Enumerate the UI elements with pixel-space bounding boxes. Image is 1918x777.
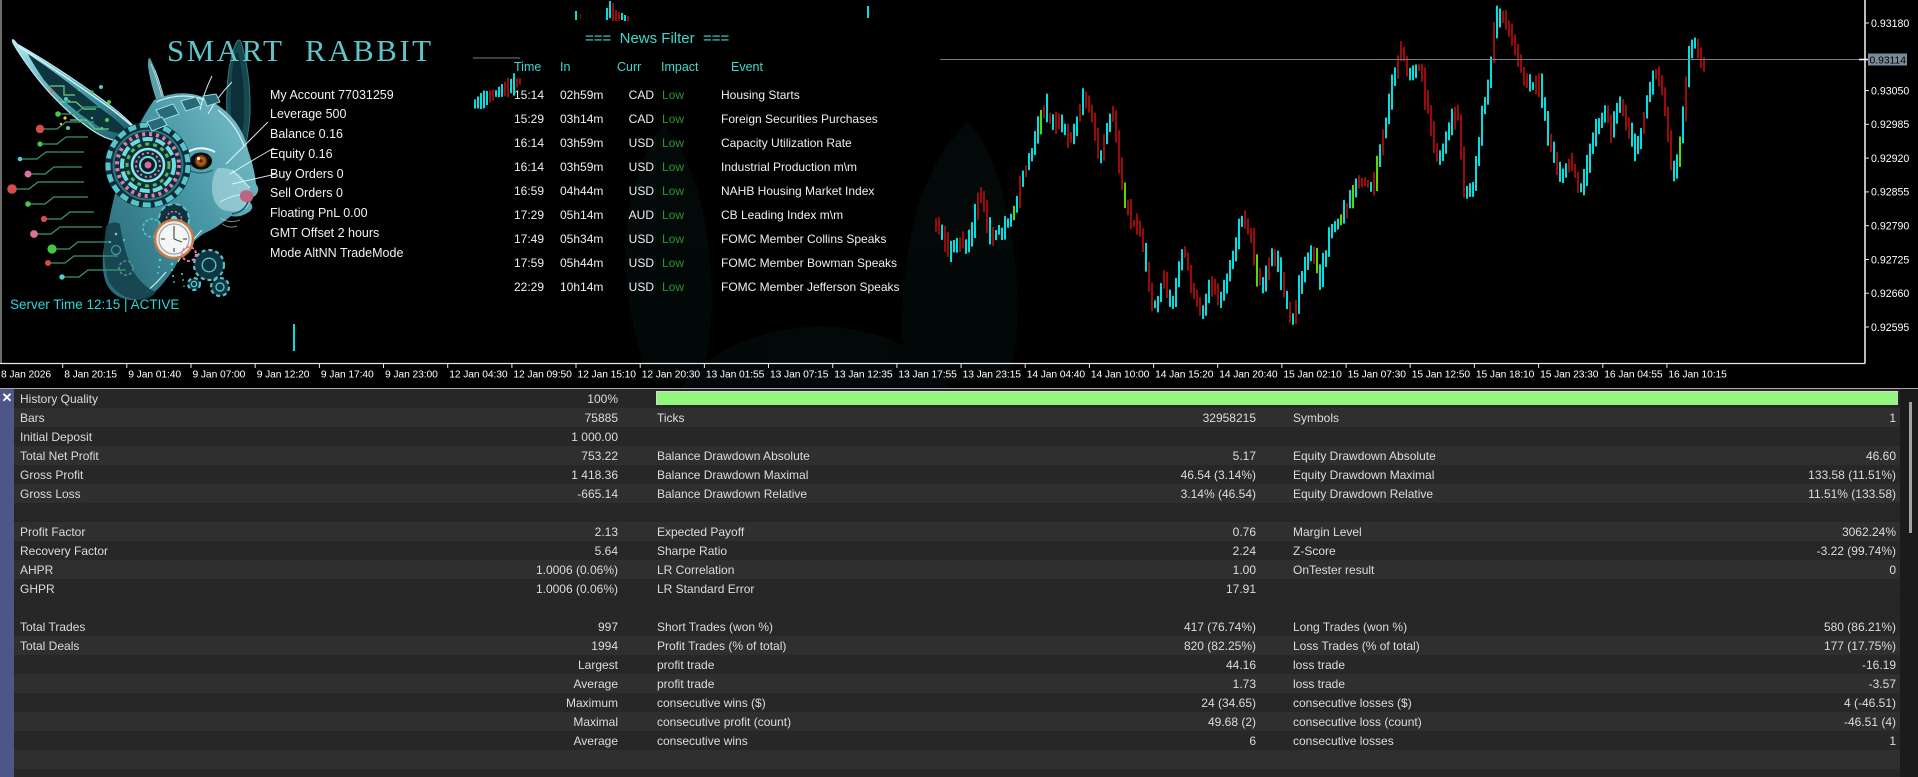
svg-text:14 Jan 15:20: 14 Jan 15:20	[1155, 370, 1214, 381]
svg-text:15 Jan 23:30: 15 Jan 23:30	[1540, 370, 1599, 381]
svg-text:15 Jan 18:10: 15 Jan 18:10	[1476, 370, 1535, 381]
svg-text:0.92855: 0.92855	[1871, 187, 1909, 199]
svg-text:13 Jan 07:15: 13 Jan 07:15	[770, 370, 829, 381]
svg-text:0.92595: 0.92595	[1871, 322, 1909, 334]
svg-text:9 Jan 23:00: 9 Jan 23:00	[385, 370, 438, 381]
svg-text:12 Jan 20:30: 12 Jan 20:30	[642, 370, 701, 381]
svg-text:12 Jan 09:50: 12 Jan 09:50	[513, 370, 572, 381]
svg-text:0.92725: 0.92725	[1871, 254, 1909, 266]
svg-text:0.93180: 0.93180	[1871, 18, 1909, 30]
svg-text:15 Jan 07:30: 15 Jan 07:30	[1348, 370, 1407, 381]
svg-text:13 Jan 12:35: 13 Jan 12:35	[834, 370, 893, 381]
svg-text:14 Jan 10:00: 14 Jan 10:00	[1091, 370, 1150, 381]
svg-text:0.93114: 0.93114	[1870, 56, 1907, 67]
svg-text:13 Jan 01:55: 13 Jan 01:55	[706, 370, 765, 381]
svg-text:0.92660: 0.92660	[1871, 288, 1909, 300]
svg-text:15 Jan 02:10: 15 Jan 02:10	[1283, 370, 1342, 381]
svg-text:15 Jan 12:50: 15 Jan 12:50	[1412, 370, 1471, 381]
svg-text:13 Jan 23:15: 13 Jan 23:15	[963, 370, 1022, 381]
svg-text:13 Jan 17:55: 13 Jan 17:55	[898, 370, 957, 381]
svg-text:0.92790: 0.92790	[1871, 221, 1909, 233]
svg-text:9 Jan 17:40: 9 Jan 17:40	[321, 370, 374, 381]
svg-text:8 Jan 2026: 8 Jan 2026	[1, 370, 51, 381]
svg-text:9 Jan 12:20: 9 Jan 12:20	[257, 370, 310, 381]
svg-text:14 Jan 20:40: 14 Jan 20:40	[1219, 370, 1278, 381]
svg-text:0.92920: 0.92920	[1871, 153, 1909, 165]
svg-text:0.92985: 0.92985	[1871, 119, 1909, 131]
svg-text:12 Jan 04:30: 12 Jan 04:30	[449, 370, 508, 381]
svg-text:9 Jan 01:40: 9 Jan 01:40	[128, 370, 181, 381]
svg-text:12 Jan 15:10: 12 Jan 15:10	[578, 370, 637, 381]
svg-text:14 Jan 04:40: 14 Jan 04:40	[1027, 370, 1086, 381]
svg-text:16 Jan 04:55: 16 Jan 04:55	[1604, 370, 1663, 381]
svg-text:16 Jan 10:15: 16 Jan 10:15	[1668, 370, 1727, 381]
svg-text:8 Jan 20:15: 8 Jan 20:15	[64, 370, 117, 381]
svg-text:9 Jan 07:00: 9 Jan 07:00	[193, 370, 246, 381]
svg-text:0.93050: 0.93050	[1871, 85, 1909, 97]
